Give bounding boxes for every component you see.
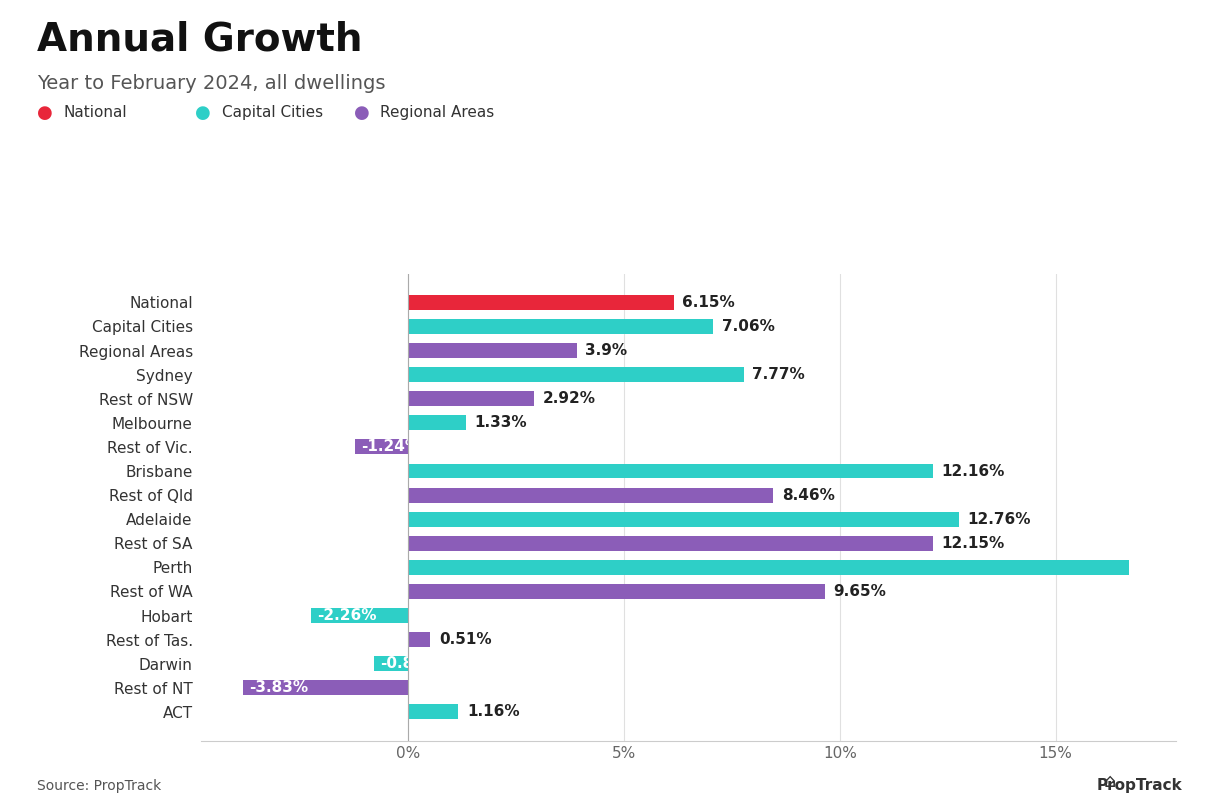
Bar	[243, 680, 408, 696]
Text: 3.9%: 3.9%	[585, 343, 628, 358]
Text: Annual Growth: Annual Growth	[37, 20, 362, 58]
Text: Source: PropTrack: Source: PropTrack	[37, 779, 161, 793]
Bar	[408, 343, 577, 358]
Text: -1.24%: -1.24%	[361, 440, 421, 455]
Text: 9.65%: 9.65%	[834, 584, 886, 599]
Text: Regional Areas: Regional Areas	[380, 105, 495, 120]
Text: -3.83%: -3.83%	[250, 680, 308, 696]
Text: 6.15%: 6.15%	[683, 295, 735, 310]
Bar	[408, 464, 933, 478]
Text: ⌂: ⌂	[1103, 771, 1115, 791]
Text: 0.51%: 0.51%	[439, 632, 491, 647]
Text: 1.16%: 1.16%	[467, 704, 519, 720]
Text: 12.15%: 12.15%	[941, 536, 1004, 551]
Text: Year to February 2024, all dwellings: Year to February 2024, all dwellings	[37, 74, 385, 93]
Bar	[408, 632, 430, 647]
Bar	[408, 391, 534, 407]
Text: 8.46%: 8.46%	[781, 488, 835, 502]
Text: 12.16%: 12.16%	[941, 464, 1004, 478]
Text: Capital Cities: Capital Cities	[222, 105, 323, 120]
Text: 1.33%: 1.33%	[474, 415, 527, 431]
Bar	[408, 415, 466, 431]
Text: 2.92%: 2.92%	[542, 391, 596, 407]
Bar	[355, 440, 408, 454]
Text: ●: ●	[195, 104, 211, 122]
Bar	[408, 295, 674, 310]
Text: 12.76%: 12.76%	[968, 512, 1031, 526]
Text: PropTrack: PropTrack	[1097, 778, 1182, 793]
Text: National: National	[63, 105, 127, 120]
Bar	[408, 367, 744, 382]
Bar	[408, 584, 825, 599]
Bar	[408, 488, 773, 502]
Bar	[408, 704, 458, 720]
Text: ●: ●	[354, 104, 369, 122]
Bar	[408, 560, 1129, 575]
Text: ●: ●	[37, 104, 52, 122]
Text: 7.77%: 7.77%	[752, 367, 805, 382]
Text: 7.06%: 7.06%	[722, 319, 774, 334]
Text: -2.26%: -2.26%	[317, 608, 377, 623]
Bar	[374, 656, 408, 671]
Text: -0.8%: -0.8%	[380, 656, 429, 671]
Bar	[408, 512, 959, 526]
Bar	[408, 319, 713, 334]
Bar	[311, 608, 408, 623]
Bar	[408, 536, 933, 551]
